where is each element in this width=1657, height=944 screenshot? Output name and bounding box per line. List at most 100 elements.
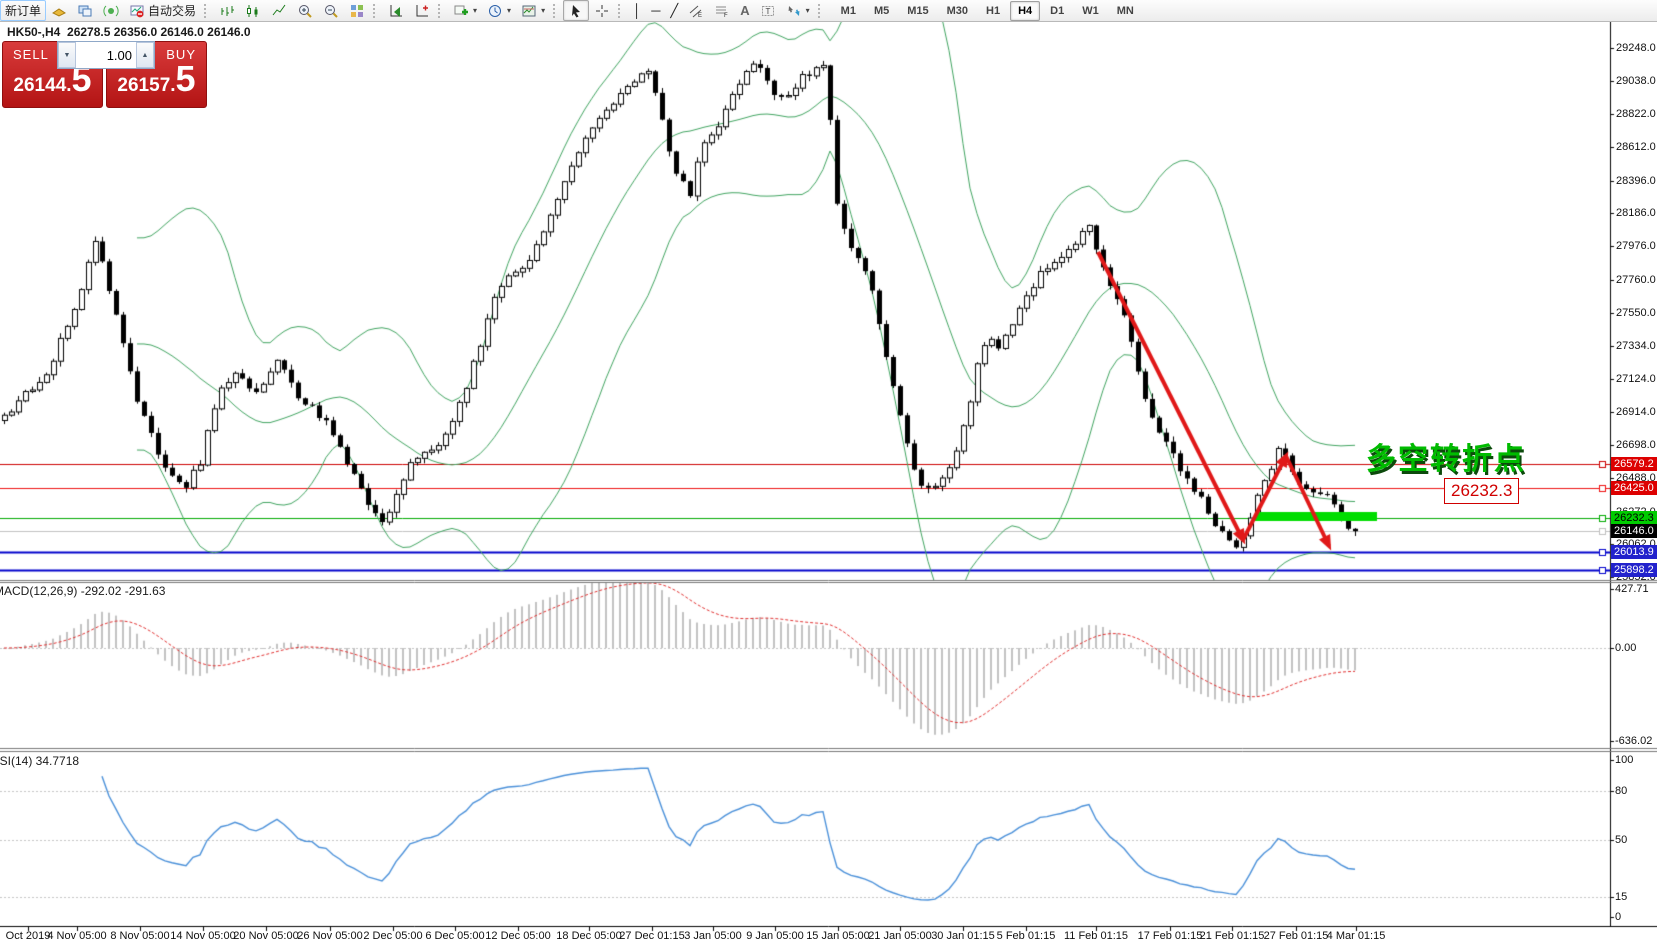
vertical-line-button[interactable]: │ (628, 0, 646, 21)
rsi-scale-50: 50 (1615, 834, 1628, 846)
tile-windows-button[interactable] (344, 0, 370, 21)
arrows-button[interactable]: ▾ (781, 0, 815, 21)
time-label: 15 Jan 05:00 (806, 930, 870, 942)
autotrading-button[interactable]: 自动交易 (124, 0, 201, 21)
zoom-in-button[interactable] (292, 0, 318, 21)
horizontal-line-button[interactable]: ─ (646, 0, 665, 21)
text-label-button[interactable]: T (755, 0, 781, 21)
sell-label: SELL (13, 47, 49, 62)
time-label: 20 Nov 05:00 (233, 930, 299, 942)
timeframe-W1[interactable]: W1 (1082, 4, 1099, 17)
auto-scroll-button[interactable] (409, 0, 435, 21)
trendline-button[interactable]: ╱ (665, 0, 683, 21)
templates-button[interactable]: ▾ (516, 0, 550, 21)
time-label: 11 Feb 01:15 (1063, 930, 1128, 942)
timeframe-M1[interactable]: M1 (840, 4, 856, 17)
charts-window-button[interactable] (72, 0, 98, 21)
time-label: Oct 2019 (5, 930, 51, 942)
bar-chart-button[interactable] (214, 0, 240, 21)
timeframe-M15[interactable]: M15 (907, 4, 929, 17)
period-button[interactable]: ▾ (482, 0, 516, 21)
chart-shift-icon (388, 3, 404, 19)
line-chart-button[interactable] (266, 0, 292, 21)
time-label: 9 Jan 05:00 (746, 930, 804, 942)
price-tick-27976.0: 27976.0 (1616, 240, 1656, 253)
price-tick-28186.0: 28186.0 (1616, 207, 1656, 220)
time-label: 21 Feb 01:15 (1199, 930, 1265, 942)
text-icon: A (740, 3, 750, 18)
candlestick-chart-button[interactable] (240, 0, 266, 21)
turning-point-annotation: 多空转折点 (1366, 443, 1526, 476)
text-label-icon: T (760, 3, 776, 19)
price-tick-27550.0: 27550.0 (1616, 306, 1656, 319)
chart-shift-button[interactable] (383, 0, 409, 21)
signals-button[interactable] (98, 0, 124, 21)
time-label: 8 Nov 05:00 (110, 930, 170, 942)
time-label: 12 Dec 05:00 (485, 930, 551, 942)
rsi-indicator-label: RSI(14) 34.7718 (0, 754, 80, 768)
horizontal-line-icon: ─ (651, 3, 661, 18)
chevron-down-icon: ▾ (507, 6, 512, 15)
autotrading-icon (129, 3, 145, 19)
toolbar-grip (438, 3, 445, 18)
time-label: 6 Dec 05:00 (425, 930, 485, 942)
timeframe-H1[interactable]: H1 (986, 4, 1001, 17)
macd-scale--636.02: -636.02 (1615, 735, 1653, 747)
profiles-button[interactable] (46, 0, 72, 21)
time-label: 26 Nov 05:00 (297, 930, 363, 942)
trendline-icon: ╱ (670, 3, 679, 18)
timeframe-group: M1 M5 M15 M30 H1 H4 D1 W1 MN (832, 0, 1143, 21)
chart-title: HK50-,H4 26278.5 26356.0 26146.0 26146.0 (7, 25, 251, 39)
templates-icon (521, 3, 537, 19)
charts-window-icon (77, 3, 93, 19)
chart-symbol-period: HK50-,H4 (7, 25, 61, 39)
zoom-out-icon (323, 3, 339, 19)
toolbar: 新订单 自动交易 ▾ ▾ ▾ │ ─ ╱ E F A T ▾ M1 M5 M15 M3… (0, 0, 1657, 22)
cursor-button[interactable] (563, 0, 590, 21)
price-tick-26698.0: 26698.0 (1616, 439, 1656, 452)
timeframe-D1[interactable]: D1 (1050, 4, 1065, 17)
volume-increase-button[interactable]: ▲ (136, 42, 154, 68)
chevron-down-icon: ▾ (541, 6, 546, 15)
rsi-scale-15: 15 (1615, 891, 1628, 903)
price-tick-27334.0: 27334.0 (1616, 340, 1656, 353)
timeframe-M5[interactable]: M5 (873, 4, 890, 17)
price-tick-28612.0: 28612.0 (1616, 141, 1656, 154)
time-label: 2 Dec 05:00 (363, 930, 423, 942)
fibonacci-button[interactable]: F (709, 0, 735, 21)
toolbar-grip (204, 3, 211, 18)
chart-ohlc-values: 26278.5 26356.0 26146.0 26146.0 (67, 25, 251, 39)
price-tag-26146.0: 26146.0 (1611, 524, 1657, 539)
autotrading-label: 自动交易 (148, 4, 197, 18)
rsi-scale-100: 100 (1615, 754, 1634, 766)
price-tick-26914.0: 26914.0 (1616, 405, 1656, 418)
price-tick-28396.0: 28396.0 (1616, 174, 1656, 187)
timeframe-MN[interactable]: MN (1116, 4, 1134, 17)
zoom-out-button[interactable] (318, 0, 344, 21)
equidistant-channel-button[interactable]: E (683, 0, 709, 21)
time-label: 4 Nov 05:00 (47, 930, 107, 942)
volume-input[interactable]: 1.00 (106, 47, 132, 63)
time-label: 14 Nov 05:00 (170, 930, 236, 942)
one-click-trade-panel: SELL 26144.5 BUY 26157.5 ▼ 1.00 ▲ (2, 41, 208, 108)
crosshair-button[interactable] (589, 0, 615, 21)
volume-spinner: ▼ 1.00 ▲ (57, 41, 155, 69)
line-chart-icon (271, 3, 287, 19)
time-label: 17 Feb 01:15 (1137, 930, 1203, 942)
add-indicator-button[interactable]: ▾ (448, 0, 482, 21)
new-order-button[interactable]: 新订单 (0, 0, 47, 21)
timeframe-M30[interactable]: M30 (946, 4, 969, 17)
fibonacci-icon: F (714, 3, 730, 19)
volume-decrease-button[interactable]: ▼ (58, 42, 76, 68)
svg-text:E: E (698, 13, 702, 19)
price-tick-27124.0: 27124.0 (1616, 372, 1656, 385)
price-tick-29038.0: 29038.0 (1616, 74, 1656, 87)
text-button[interactable]: A (735, 0, 754, 21)
profiles-icon (51, 3, 67, 19)
cursor-icon (568, 3, 584, 19)
rsi-scale-0: 0 (1615, 911, 1622, 923)
timeframe-H4[interactable]: H4 (1010, 0, 1041, 21)
time-label: 18 Dec 05:00 (556, 930, 622, 942)
rsi-scale-80: 80 (1615, 785, 1628, 797)
